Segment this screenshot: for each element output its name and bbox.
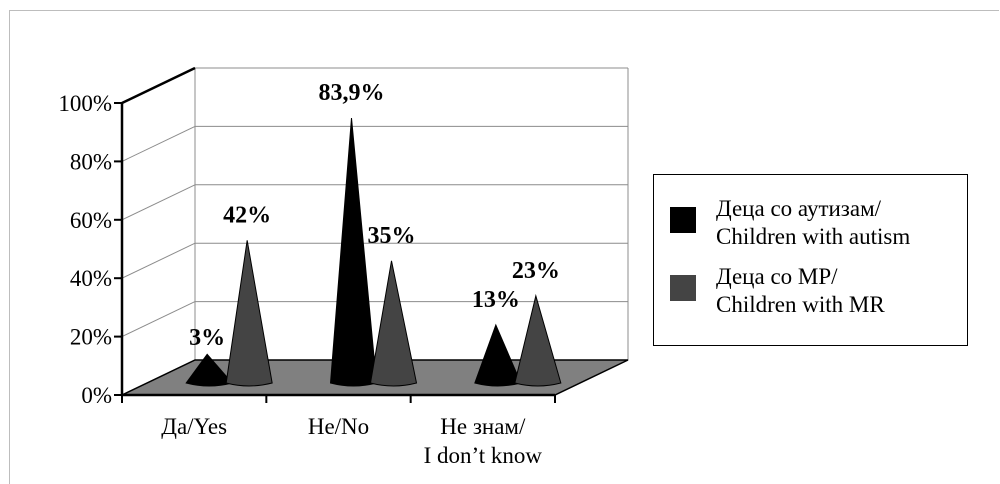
data-label: 42% [223, 202, 271, 228]
legend-swatch-autism [670, 207, 696, 233]
legend-label-mr: Деца со МР/ Children with MR [716, 263, 885, 319]
data-label: 3% [189, 325, 225, 351]
category-label-line2: I don’t know [424, 443, 543, 468]
y-tick-label: 100% [58, 91, 112, 116]
y-tick-label: 0% [81, 383, 112, 408]
legend-label-autism-line2: Children with autism [716, 224, 911, 249]
data-labels: 3% 83,9% 13% 42% 35% 23% [189, 80, 560, 351]
legend-item-mr: Деца со МР/ Children with MR [670, 263, 885, 319]
category-labels: Да/Yes Не/No Не знам/I don’t know [161, 414, 542, 468]
chart-frame [9, 10, 999, 484]
legend-label-autism-line1: Деца со аутизам/ [716, 196, 882, 221]
data-label: 13% [472, 287, 520, 313]
legend-label-autism: Деца со аутизам/ Children with autism [716, 195, 910, 251]
legend-label-mr-line2: Children with MR [716, 292, 885, 317]
y-tick-label: 40% [70, 266, 112, 291]
data-label: 23% [512, 258, 560, 284]
y-tick-label: 80% [70, 149, 112, 174]
legend: Деца со аутизам/ Children with autism Де… [653, 174, 968, 346]
side-wall [122, 68, 195, 395]
cone-mr-1 [369, 260, 418, 387]
gridline-side [121, 125, 196, 162]
category-label: Да/Yes [161, 414, 227, 439]
legend-item-autism: Деца со аутизам/ Children with autism [670, 195, 910, 251]
category-label: Не знам/ [440, 414, 526, 439]
gridline-side [121, 242, 196, 279]
legend-label-mr-line1: Деца со МР/ [716, 264, 838, 289]
data-label: 83,9% [319, 80, 385, 106]
y-axis-top-edge [121, 66, 196, 105]
back-wall [195, 68, 628, 360]
y-tick-label: 60% [70, 208, 112, 233]
chart-walls [122, 68, 628, 395]
y-tick-labels: 0% 20% 40% 60% 80% 100% [58, 91, 112, 408]
cone-mr-2 [514, 293, 562, 387]
legend-swatch-mr [670, 275, 696, 301]
y-tick-label: 20% [70, 325, 112, 350]
gridline-side [121, 184, 196, 221]
cone-mr-0 [225, 240, 273, 387]
category-label: Не/No [308, 414, 369, 439]
data-label: 35% [368, 223, 416, 249]
axes [114, 66, 556, 403]
cone-marks [185, 117, 562, 387]
gridline-side [121, 301, 196, 338]
